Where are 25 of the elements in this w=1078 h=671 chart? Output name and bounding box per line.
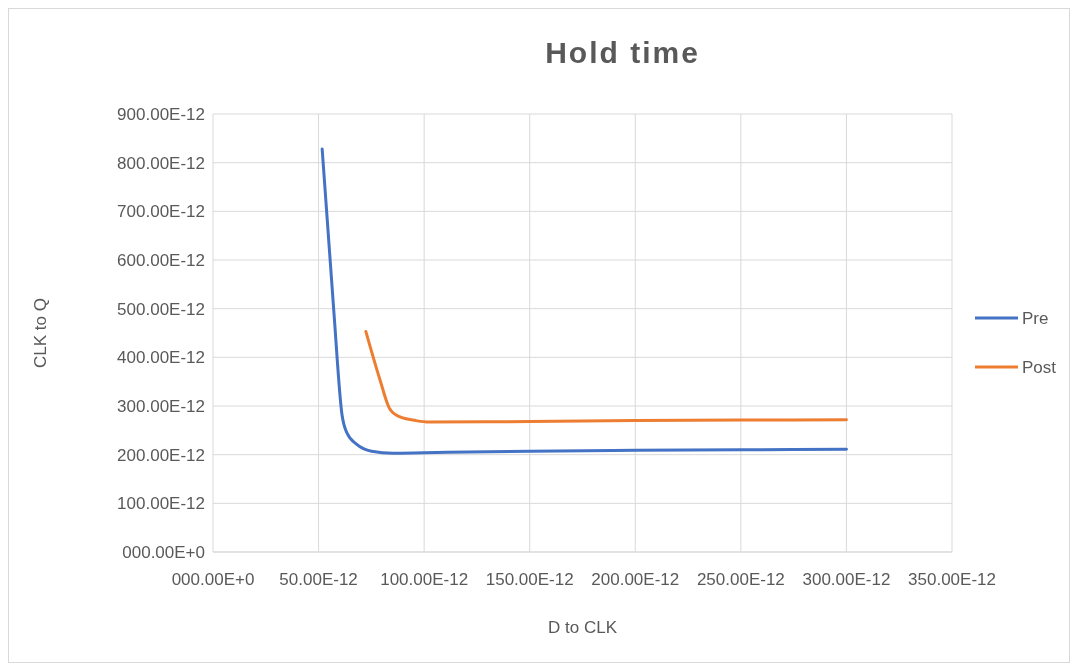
x-axis-title: D to CLK [548, 618, 618, 637]
y-tick-label: 400.00E-12 [117, 348, 205, 368]
x-tick-label: 50.00E-12 [279, 570, 358, 589]
y-tick-label: 600.00E-12 [117, 250, 205, 270]
y-tick-label: 300.00E-12 [117, 396, 205, 416]
legend-label: Pre [1022, 308, 1049, 328]
chart-title: Hold time [545, 36, 700, 69]
x-tick-label: 350.00E-12 [908, 570, 996, 589]
y-tick-label: 800.00E-12 [117, 153, 205, 173]
y-axis-title: CLK to Q [31, 298, 50, 368]
x-tick-label: 250.00E-12 [696, 570, 785, 589]
x-tick-label: 200.00E-12 [591, 570, 680, 589]
y-tick-label: 500.00E-12 [117, 299, 205, 319]
x-tick-label: 300.00E-12 [802, 570, 891, 589]
x-tick-label: 100.00E-12 [380, 570, 469, 589]
x-tick-label: 000.00E+0 [171, 570, 255, 589]
legend-label: Post [1022, 357, 1057, 377]
y-tick-label: 000.00E+0 [122, 542, 205, 562]
y-tick-label: 900.00E-12 [117, 104, 205, 124]
line-series [364, 330, 848, 424]
y-tick-label: 200.00E-12 [117, 445, 205, 465]
y-tick-label: 100.00E-12 [117, 494, 205, 514]
x-tick-label: 150.00E-12 [485, 570, 574, 589]
line-series [320, 147, 848, 455]
y-tick-label: 700.00E-12 [117, 202, 205, 222]
